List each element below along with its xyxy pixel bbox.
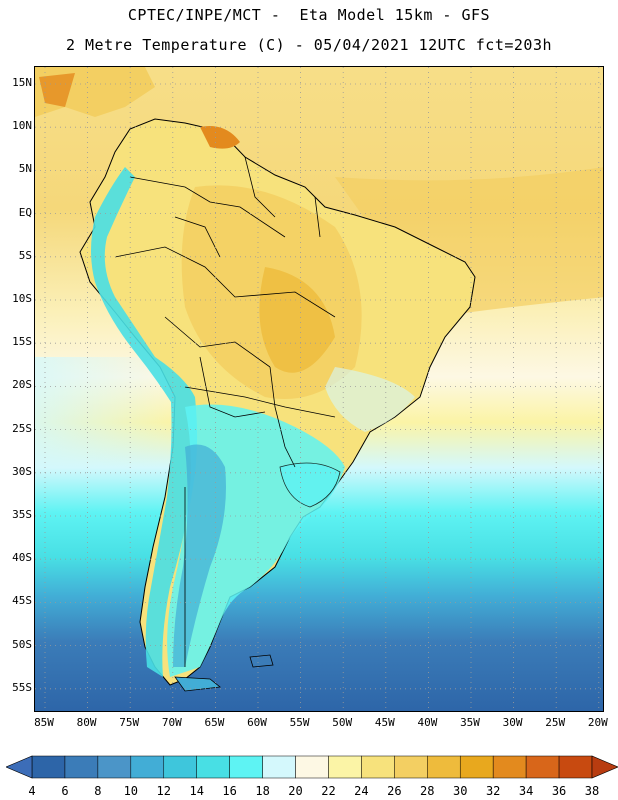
colorbar-segment <box>295 755 329 779</box>
lat-label: 55S <box>12 680 32 694</box>
lat-label: 50S <box>12 637 32 651</box>
colorbar-tick-label: 26 <box>387 784 402 798</box>
lat-label: 45S <box>12 594 32 608</box>
colorbar-tick-label: 18 <box>255 784 270 798</box>
colorbar-segment <box>394 755 428 779</box>
lon-label: 25W <box>545 716 566 729</box>
colorbar-segment <box>196 755 230 779</box>
lat-label: 10S <box>12 292 32 305</box>
colorbar-tick-label: 10 <box>123 784 139 798</box>
colorbar-segment <box>361 755 395 779</box>
colorbar-segment <box>229 755 263 779</box>
colorbar-tick-label: 8 <box>94 784 102 798</box>
lat-label: 5S <box>18 248 32 262</box>
colorbar-segment <box>31 755 66 779</box>
lon-label: 60W <box>247 716 267 729</box>
lon-label: 85W <box>34 716 54 729</box>
lat-label: 15S <box>12 335 32 349</box>
colorbar-tick-label: 32 <box>485 784 501 798</box>
colorbar-segment <box>130 755 165 779</box>
colorbar-tick-label: 34 <box>518 784 534 798</box>
lat-lon-grid <box>35 67 603 711</box>
colorbar-tick-label: 38 <box>584 784 600 798</box>
colorbar-segment <box>163 755 197 779</box>
lon-label: 65W <box>204 716 225 729</box>
lat-label: 40S <box>12 551 32 565</box>
lon-label: 35W <box>460 716 480 729</box>
lon-label: 20W <box>587 716 608 729</box>
colorbar-tick-label: 36 <box>551 784 567 798</box>
colorbar-segment <box>427 755 461 779</box>
colorbar-segment <box>558 755 593 779</box>
lon-label: 45W <box>374 716 395 729</box>
colorbar-tick-label: 4 <box>28 784 36 798</box>
andes-cold-strip <box>91 167 198 677</box>
colorbar-tick-label: 12 <box>156 784 171 798</box>
chart-title-line2: 2 Metre Temperature (C) - 05/04/2021 12U… <box>65 36 553 54</box>
colorbar-tick-label: 16 <box>222 784 237 798</box>
lat-label: 10N <box>12 119 32 133</box>
lat-label: 15N <box>12 76 32 89</box>
colorbar-over-arrow <box>591 755 618 779</box>
temperature-map <box>34 66 604 712</box>
colorbar-segment <box>64 755 99 779</box>
colorbar-segment <box>525 755 560 779</box>
lon-label: 75W <box>119 716 140 729</box>
colorbar-tick-label: 30 <box>453 784 468 798</box>
lat-label: 35S <box>12 508 32 521</box>
colorbar-segment <box>459 755 494 779</box>
colorbar-under-arrow <box>5 755 33 779</box>
lon-label: 40W <box>417 716 438 729</box>
colorbar-segment <box>97 755 132 779</box>
colorbar-tick-label: 28 <box>420 784 435 798</box>
colorbar-tick-label: 14 <box>189 784 204 798</box>
lon-label: 80W <box>76 716 97 729</box>
lon-label: 50W <box>332 716 353 729</box>
chart-title-line1: CPTEC/INPE/MCT - Eta Model 15km - GFS <box>127 6 491 24</box>
lon-label: 70W <box>161 716 182 729</box>
colorbar-segment <box>262 755 296 779</box>
lat-label: 25S <box>12 421 32 435</box>
colorbar-tick-label: 24 <box>354 784 369 798</box>
lat-label: 5N <box>18 162 32 176</box>
colorbar-tick-label: 6 <box>61 784 69 798</box>
colorbar <box>5 752 618 782</box>
lat-label: EQ <box>18 205 32 219</box>
colorbar-tick-label: 20 <box>288 784 303 798</box>
lat-label: 30S <box>12 464 32 478</box>
colorbar-segment <box>492 755 527 779</box>
lon-label: 30W <box>502 716 523 729</box>
lon-label: 55W <box>289 716 310 729</box>
colorbar-segment <box>328 755 362 779</box>
lat-label: 20S <box>12 378 32 392</box>
colorbar-tick-label: 22 <box>321 784 336 798</box>
